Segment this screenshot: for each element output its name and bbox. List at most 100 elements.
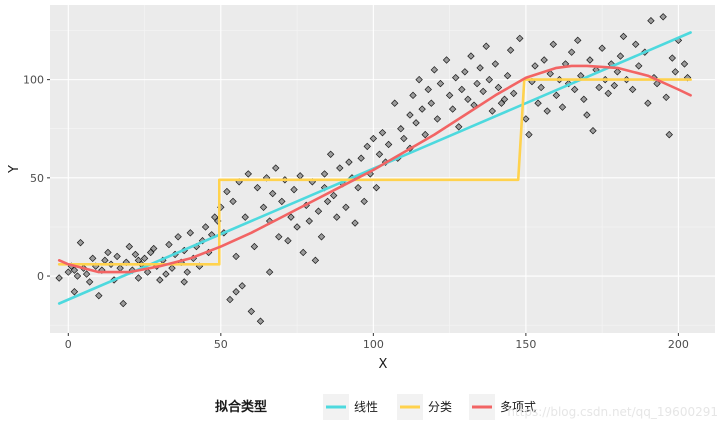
data-point: [70, 266, 79, 274]
data-point: [76, 238, 85, 247]
data-point: [384, 140, 393, 149]
data-point: [140, 254, 149, 263]
data-point: [680, 60, 689, 68]
data-point: [363, 142, 371, 151]
watermark-text: https://blog.csdn.net/qq_19600291: [507, 405, 718, 419]
data-point: [448, 105, 457, 113]
data-point: [357, 154, 365, 162]
data-point: [82, 270, 91, 278]
data-point: [372, 183, 381, 192]
legend-item-linear: 线性: [323, 394, 378, 420]
data-point: [452, 73, 460, 82]
data-point: [467, 52, 475, 60]
data-point: [546, 70, 554, 78]
data-point: [421, 130, 429, 139]
data-point: [668, 54, 676, 62]
legend-label-polynomial: 多项式: [500, 400, 536, 414]
data-point: [265, 268, 274, 276]
data-point: [70, 288, 79, 296]
polynomial-fit-line: [57, 64, 692, 274]
data-point: [506, 46, 515, 54]
y-tick-label: 50: [30, 172, 44, 185]
data-point: [570, 85, 579, 94]
data-point: [476, 64, 484, 72]
data-point: [226, 295, 234, 304]
data-point: [616, 52, 625, 60]
data-point: [183, 268, 191, 276]
y-tick-label: 100: [23, 74, 44, 87]
data-point: [574, 36, 582, 45]
fit-lines: [57, 31, 692, 305]
data-point: [275, 233, 283, 241]
data-point: [583, 111, 591, 119]
data-point: [314, 207, 323, 215]
legend: 拟合类型 线性 分类 多项式: [215, 394, 536, 420]
data-point: [406, 111, 414, 119]
data-point: [433, 115, 442, 123]
data-point: [180, 278, 188, 286]
data-point: [647, 17, 655, 25]
data-point: [549, 40, 558, 48]
data-point: [345, 158, 353, 166]
x-axis-ticks: 0 50 100 150 200: [65, 333, 689, 351]
data-point: [323, 197, 332, 206]
data-point: [531, 62, 539, 70]
data-point: [305, 217, 313, 225]
data-point: [165, 240, 173, 249]
legend-label-category: 分类: [428, 400, 452, 414]
data-point: [293, 223, 301, 231]
data-point: [503, 72, 512, 80]
data-point: [329, 191, 338, 200]
data-point: [201, 223, 210, 231]
data-point: [290, 185, 298, 194]
x-tick-label: 100: [363, 338, 384, 351]
data-point: [610, 81, 619, 90]
data-point: [464, 95, 472, 103]
data-point: [85, 278, 94, 286]
data-point: [146, 248, 155, 257]
data-point: [586, 56, 594, 64]
data-point: [442, 56, 451, 64]
data-point: [113, 252, 121, 261]
data-point: [336, 164, 344, 172]
data-point: [333, 213, 341, 221]
plot-panel: [50, 5, 715, 333]
data-point: [455, 123, 463, 131]
data-point: [278, 197, 286, 206]
data-point: [631, 40, 640, 48]
data-point: [131, 250, 140, 259]
data-point: [522, 115, 530, 123]
x-tick-label: 150: [515, 338, 536, 351]
data-point: [244, 170, 252, 178]
data-point: [424, 85, 432, 94]
data-point: [268, 189, 277, 198]
legend-label-linear: 线性: [354, 400, 378, 414]
data-point: [64, 268, 72, 276]
data-point: [317, 233, 326, 241]
data-point: [543, 107, 551, 115]
data-point: [247, 307, 256, 316]
data-point: [400, 134, 408, 143]
data-point: [369, 134, 378, 143]
x-axis-title: X: [379, 357, 388, 372]
data-point: [354, 183, 362, 192]
data-point: [320, 170, 329, 178]
data-point: [461, 68, 469, 76]
data-point: [516, 34, 524, 43]
data-point: [95, 291, 103, 300]
data-point: [491, 60, 500, 68]
y-axis-title: Y: [7, 165, 22, 174]
data-point: [635, 62, 643, 70]
data-point: [241, 213, 249, 221]
data-point: [497, 99, 506, 107]
data-point: [671, 68, 680, 76]
data-point: [427, 99, 436, 107]
data-point: [156, 276, 164, 284]
data-point: [567, 48, 576, 56]
data-point: [351, 219, 359, 227]
data-point: [55, 274, 63, 282]
data-point: [415, 75, 423, 84]
data-point: [375, 150, 384, 158]
data-point: [436, 79, 445, 88]
